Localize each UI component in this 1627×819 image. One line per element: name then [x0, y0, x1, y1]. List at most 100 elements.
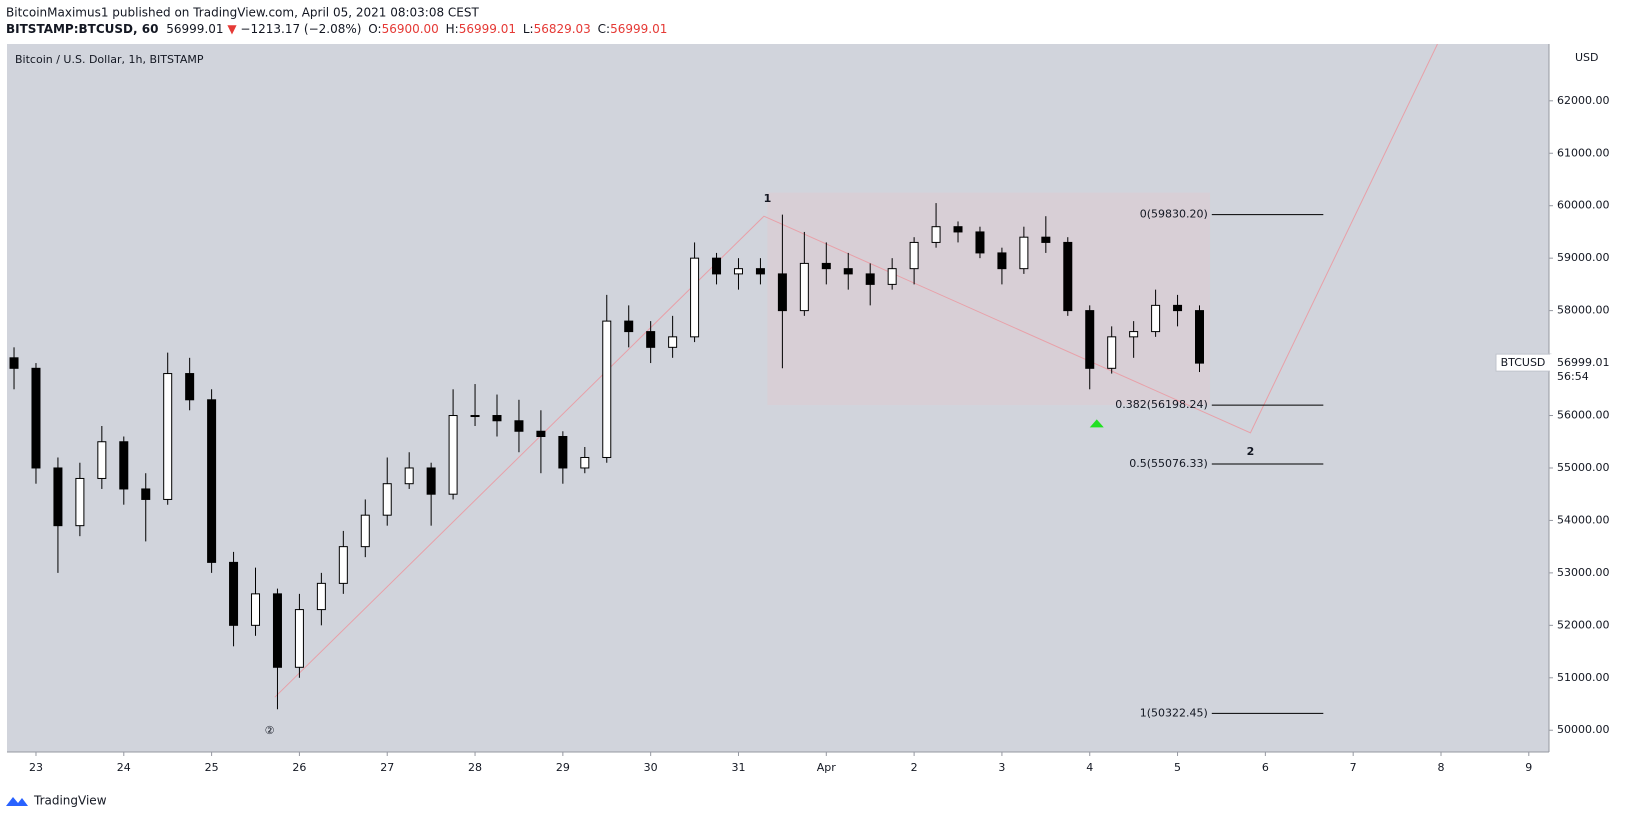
x-tick-label: 30 — [644, 761, 658, 774]
x-tick-label: 8 — [1437, 761, 1444, 774]
candle-body — [448, 415, 458, 495]
candle-body — [646, 331, 656, 348]
x-tick-label: 23 — [29, 761, 43, 774]
candle-body — [338, 546, 348, 584]
x-tick-label: 31 — [731, 761, 745, 774]
y-tick-label: 55000.00 — [1557, 461, 1610, 474]
candle-body — [909, 241, 919, 270]
wave-label: 1 — [764, 192, 772, 205]
candle-body — [1107, 336, 1117, 369]
fib-label: 1(50322.45) — [1140, 706, 1208, 719]
x-tick-label: 27 — [380, 761, 394, 774]
candle-body — [1063, 241, 1073, 312]
x-tick-label: Apr — [817, 761, 837, 774]
candle-body — [229, 561, 239, 626]
candle-body — [382, 483, 392, 516]
c-value: 56999.01 — [610, 22, 667, 36]
candle-body — [470, 415, 480, 418]
x-tick-label: 9 — [1525, 761, 1532, 774]
price-tag: 56999.01 — [1557, 356, 1610, 369]
y-tick-label: 50000.00 — [1557, 723, 1610, 736]
candle-body — [426, 467, 436, 495]
candle-body — [251, 593, 261, 626]
candle-body — [536, 430, 546, 437]
trendline — [274, 44, 1438, 698]
arrow: ▼ — [227, 22, 237, 36]
y-tick-label: 59000.00 — [1557, 251, 1610, 264]
c-label: C: — [598, 22, 610, 36]
x-tick-label: 6 — [1262, 761, 1269, 774]
x-tick-label: 7 — [1350, 761, 1357, 774]
candle-body — [1041, 236, 1051, 243]
x-tick-label: 25 — [205, 761, 219, 774]
candle-body — [799, 262, 809, 312]
candle-body — [668, 336, 678, 348]
y-tick-label: 53000.00 — [1557, 566, 1610, 579]
candle-body — [492, 415, 502, 422]
fib-label: 0(59830.20) — [1140, 208, 1208, 221]
range-box — [767, 192, 1211, 406]
candle-body — [75, 477, 85, 527]
candle-body — [755, 268, 765, 275]
fib-label: 0.382(56198.24) — [1115, 398, 1208, 411]
candle-body — [185, 373, 195, 401]
logo-icon — [6, 797, 28, 806]
x-tick-label: 24 — [117, 761, 131, 774]
candle-body — [843, 268, 853, 275]
symbol-tag: BTCUSD — [1501, 356, 1546, 369]
candle-body — [624, 320, 634, 333]
candle-body — [865, 273, 875, 285]
author-line: BitcoinMaximus1 published on TradingView… — [6, 6, 479, 20]
y-tick-label: 51000.00 — [1557, 671, 1610, 684]
fib-label: 0.5(55076.33) — [1129, 457, 1208, 470]
o-label: O: — [368, 22, 381, 36]
y-unit: USD — [1575, 51, 1599, 64]
candle-body — [931, 226, 941, 243]
brand: TradingView — [33, 794, 107, 808]
l-value: 56829.03 — [534, 22, 591, 36]
candle-body — [272, 593, 282, 668]
x-tick-label: 28 — [468, 761, 482, 774]
candle-body — [1173, 304, 1183, 312]
wave-label: 2 — [1247, 445, 1255, 458]
candle-body — [1195, 310, 1205, 364]
y-tick-label: 61000.00 — [1557, 146, 1610, 159]
candle-body — [119, 441, 129, 490]
candle-body — [207, 399, 217, 563]
signal-arrow — [1089, 419, 1104, 428]
price-tag-bg — [1550, 354, 1626, 387]
price: 56999.01 — [166, 22, 223, 36]
candle-body — [97, 441, 107, 479]
h-value: 56999.01 — [459, 22, 516, 36]
chart-title: Bitcoin / U.S. Dollar, 1h, BITSTAMP — [15, 53, 204, 66]
symbol: BITSTAMP:BTCUSD, 60 — [6, 22, 158, 36]
y-tick-label: 58000.00 — [1557, 304, 1610, 317]
candle-body — [1129, 331, 1139, 338]
candle-body — [404, 467, 414, 485]
x-tick-label: 5 — [1174, 761, 1181, 774]
x-tick-label: 4 — [1086, 761, 1093, 774]
candle-body — [690, 257, 700, 338]
candle-body — [514, 420, 524, 432]
candle-body — [558, 435, 568, 469]
y-tick-label: 54000.00 — [1557, 513, 1610, 526]
countdown: 56:54 — [1557, 370, 1589, 383]
candle-body — [580, 456, 590, 469]
candle-body — [602, 320, 612, 458]
x-tick-label: 26 — [292, 761, 306, 774]
candle-body — [997, 252, 1007, 270]
candle-body — [1151, 304, 1161, 333]
candle-body — [31, 367, 41, 469]
candle-body — [294, 609, 304, 668]
candle-body — [887, 268, 897, 285]
x-tick-label: 29 — [556, 761, 570, 774]
candle-body — [733, 268, 743, 275]
candle-body — [975, 231, 985, 254]
logo — [6, 797, 28, 806]
x-tick-label: 3 — [998, 761, 1005, 774]
candle-body — [141, 488, 151, 500]
candle-body — [9, 357, 19, 369]
candle-body — [1085, 310, 1095, 369]
